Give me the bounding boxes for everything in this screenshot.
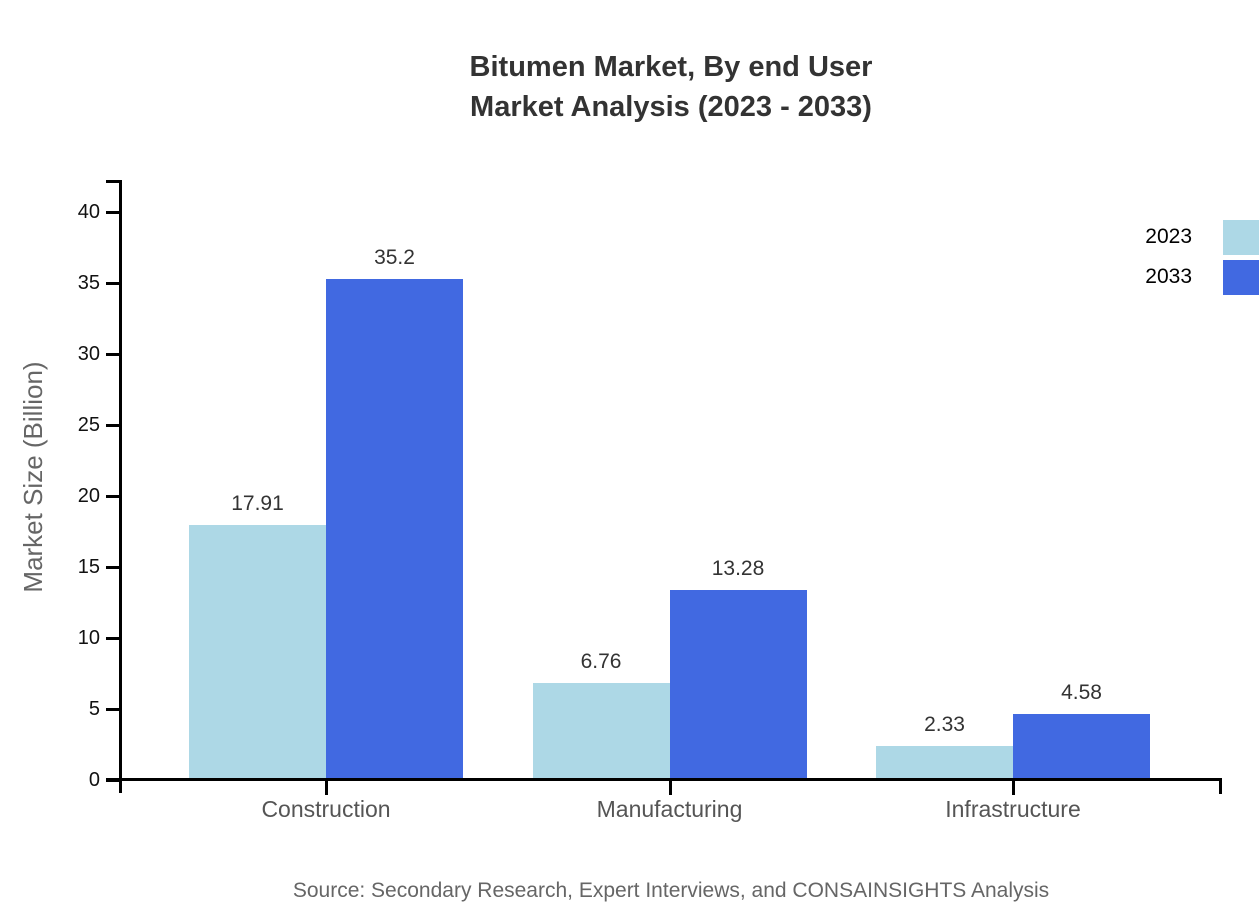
y-tick-label-0: 0 <box>88 769 100 791</box>
source-note: Source: Secondary Research, Expert Inter… <box>292 879 1050 902</box>
y-tick-label-5: 5 <box>88 698 100 720</box>
bar-2033-infrastructure <box>1013 714 1150 781</box>
value-label-2023-infrastructure: 2.33 <box>924 713 965 736</box>
value-label-2033-construction: 35.2 <box>374 246 415 269</box>
value-label-2033-manufacturing: 13.28 <box>711 557 765 580</box>
y-tick-20 <box>106 495 119 498</box>
y-tick-15 <box>106 566 119 569</box>
legend-item-2023: 2023 <box>0 220 1260 256</box>
legend-item-2033: 2033 <box>0 260 1260 296</box>
x-tick-manufacturing <box>668 781 672 795</box>
x-tick-construction <box>325 781 328 795</box>
y-tick-label-25: 25 <box>77 414 100 436</box>
bar-2023-construction <box>189 525 326 781</box>
chart-title-line2: Market Analysis (2023 - 2033) <box>470 91 872 123</box>
legend-label-2033: 2033 <box>1145 265 1192 288</box>
y-tick-5 <box>106 708 119 711</box>
value-label-2033-infrastructure: 4.58 <box>1061 681 1102 704</box>
legend-swatch-2023 <box>1223 220 1259 255</box>
y-tick-label-30: 30 <box>77 343 100 365</box>
y-tick-35 <box>106 282 119 285</box>
x-tick-infrastructure <box>1012 781 1015 795</box>
y-tick-label-20: 20 <box>77 485 100 507</box>
x-tick-label-construction: Construction <box>261 796 391 822</box>
x-tick-label-infrastructure: Infrastructure <box>945 796 1081 822</box>
value-label-2023-construction: 17.91 <box>231 492 284 515</box>
chart-title: Bitumen Market, By end User Market Analy… <box>120 47 1222 127</box>
bar-2033-construction <box>326 279 463 781</box>
y-tick-label-15: 15 <box>77 556 100 578</box>
bar-2023-manufacturing <box>532 683 670 781</box>
y-tick-10 <box>106 637 119 640</box>
value-label-2023-manufacturing: 6.76 <box>580 650 622 673</box>
bar-2023-infrastructure <box>876 746 1013 781</box>
x-axis-right-cap <box>1219 778 1222 794</box>
y-axis-top-cap <box>106 180 119 183</box>
y-tick-label-40: 40 <box>77 201 100 223</box>
chart-title-line1: Bitumen Market, By end User <box>469 51 873 83</box>
y-tick-25 <box>106 424 119 427</box>
x-tick-label-manufacturing: Manufacturing <box>596 796 743 822</box>
y-tick-30 <box>106 353 119 356</box>
legend-label-2023: 2023 <box>1145 225 1192 248</box>
bar-2033-manufacturing <box>669 590 807 781</box>
y-tick-label-10: 10 <box>77 627 100 649</box>
x-axis-line <box>106 778 1222 781</box>
y-tick-label-35: 35 <box>77 272 100 294</box>
y-tick-40 <box>106 211 119 214</box>
y-axis-line <box>119 180 122 793</box>
legend-swatch-2033 <box>1223 260 1259 295</box>
